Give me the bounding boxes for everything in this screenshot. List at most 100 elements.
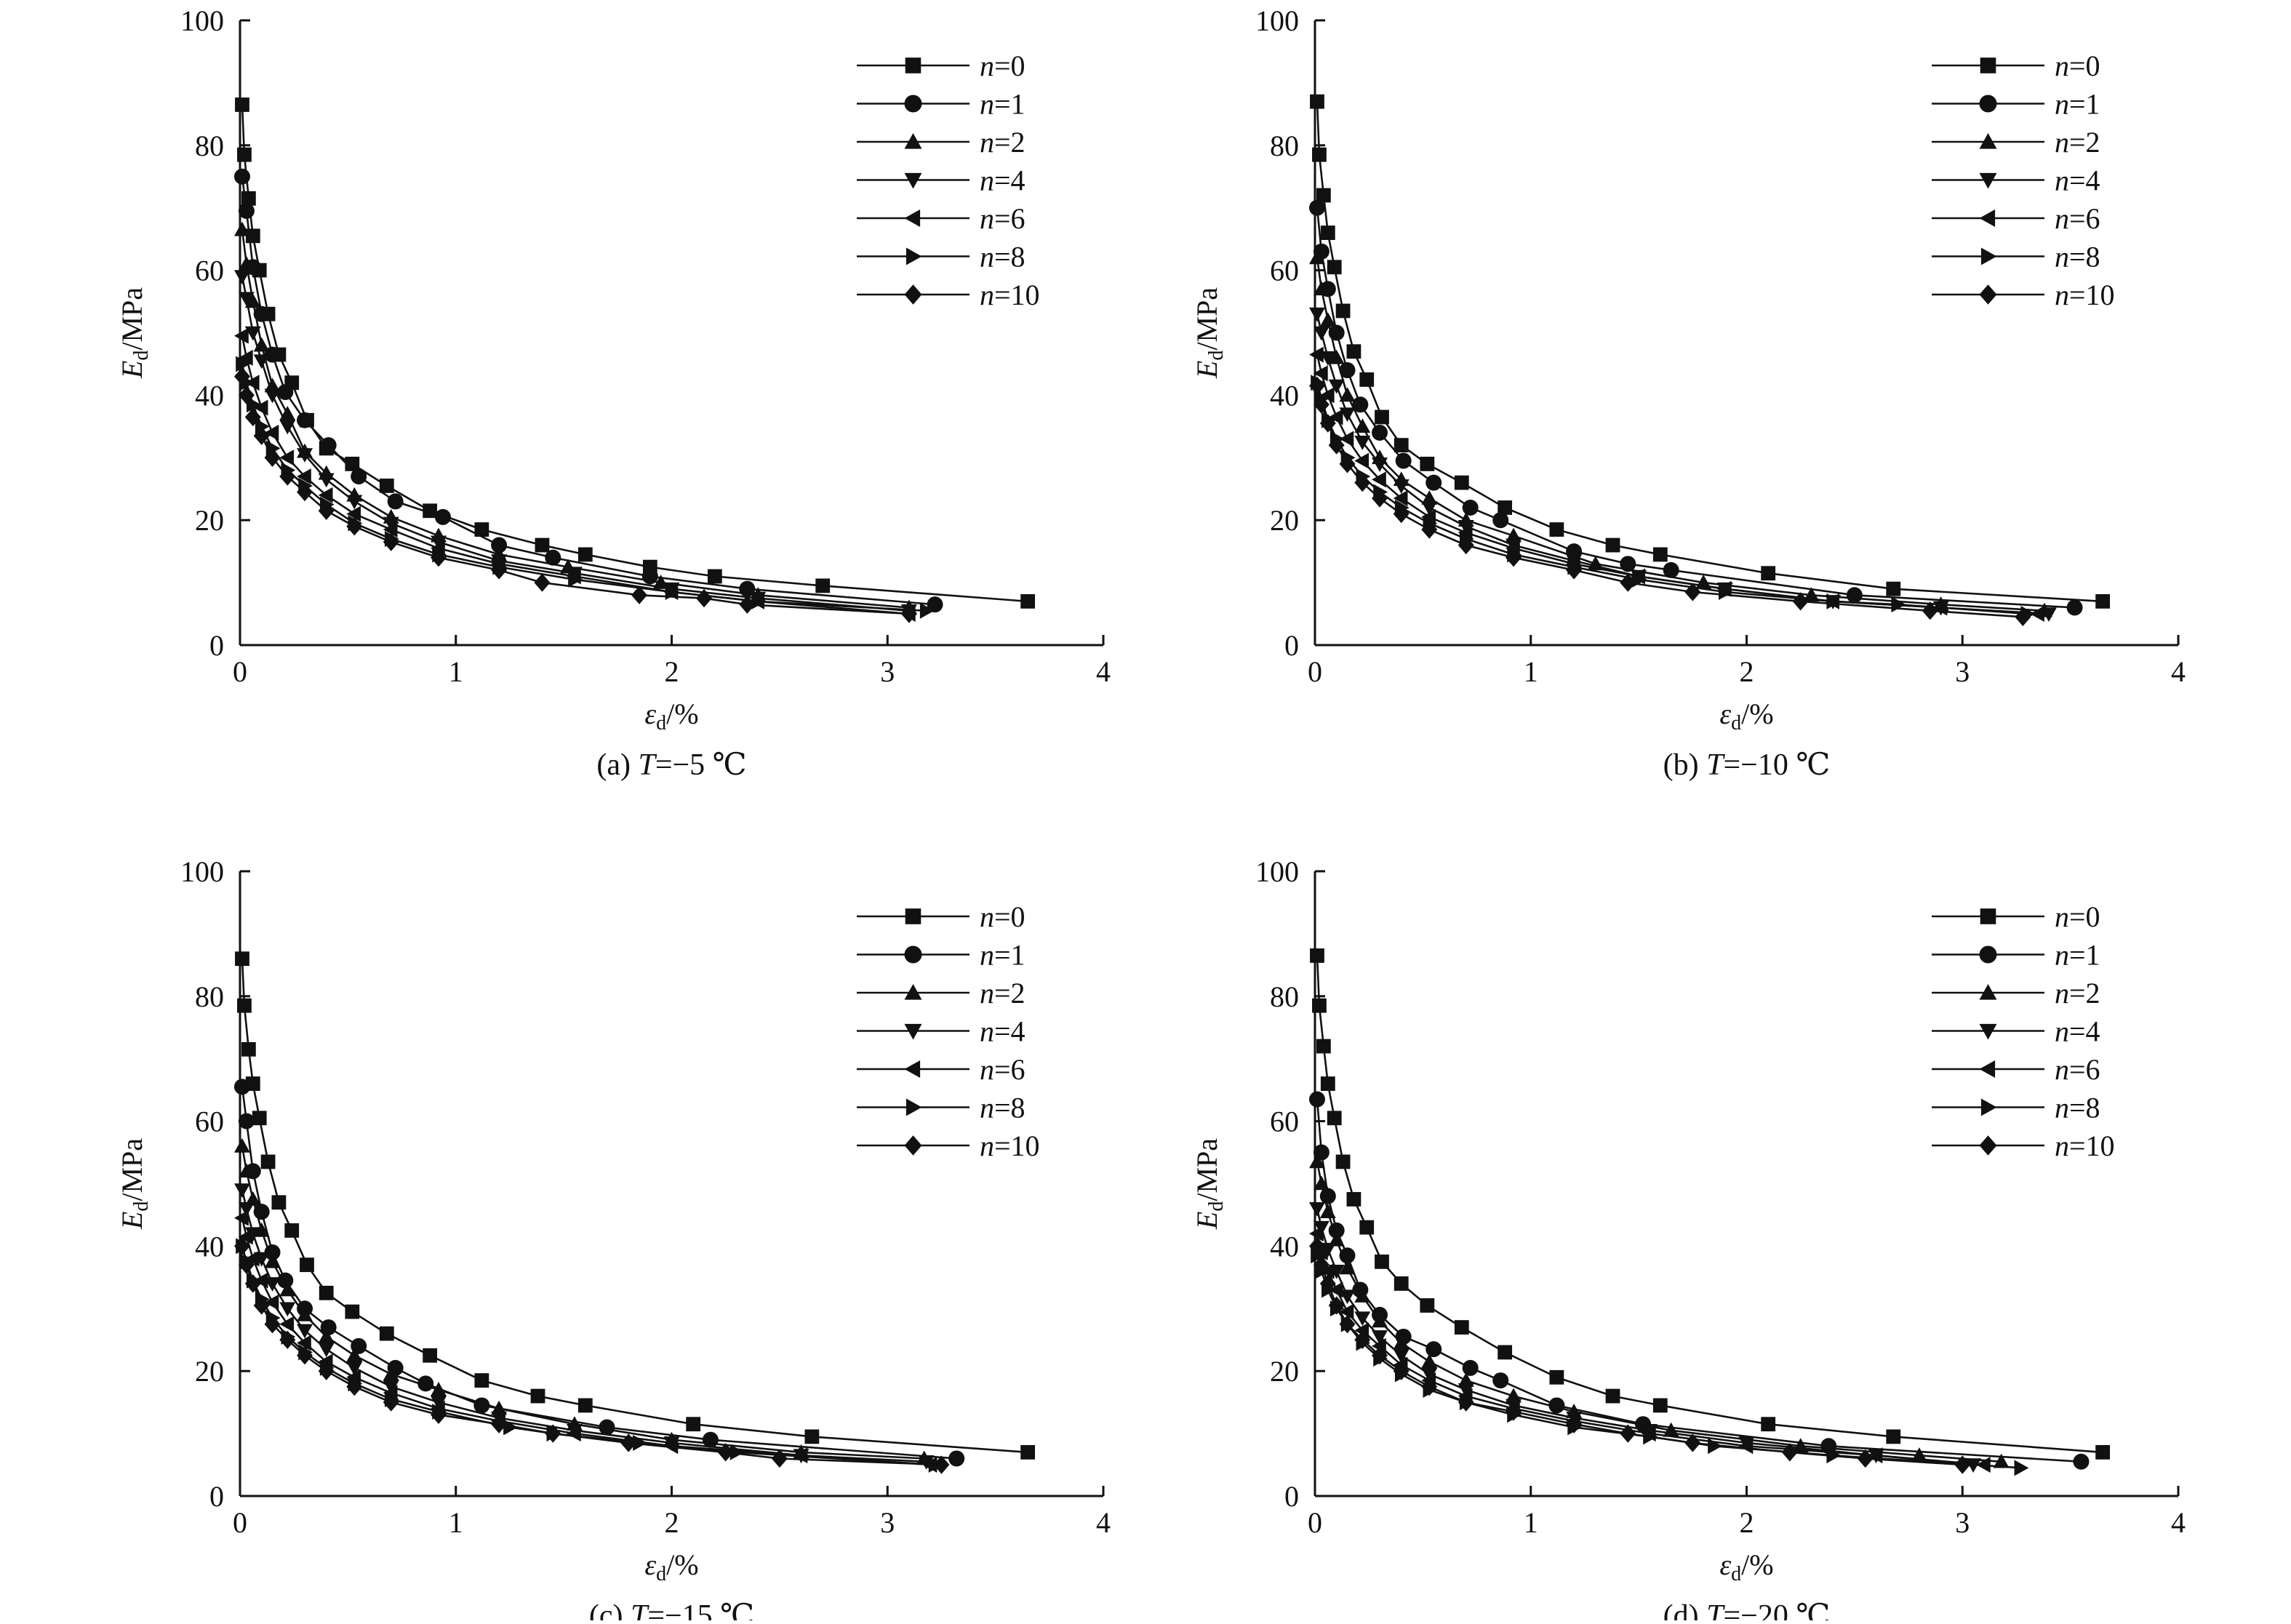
y-tick-label: 0 [1284, 1480, 1299, 1513]
data-point [1498, 500, 1513, 515]
data-point [1354, 1311, 1371, 1327]
data-point [279, 1330, 296, 1349]
data-point [238, 1202, 255, 1217]
data-point [244, 326, 261, 341]
data-point [1826, 593, 1842, 609]
data-point [1372, 457, 1388, 472]
data-point [1308, 1202, 1325, 1217]
data-point [545, 1424, 561, 1443]
data-point [1548, 1397, 1565, 1414]
data-point [1420, 1298, 1435, 1313]
series-n-0 [1310, 948, 2111, 1460]
data-point [1395, 452, 1412, 469]
data-point [318, 1361, 335, 1380]
legend-item: n=8 [857, 1092, 1025, 1124]
legend-marker [1979, 133, 1997, 149]
data-point [1458, 1372, 1474, 1387]
data-point [1454, 475, 1469, 490]
data-point [1458, 519, 1474, 535]
data-point [1354, 452, 1370, 469]
data-point [1375, 409, 1389, 425]
data-point [1327, 1111, 1342, 1126]
data-point [1310, 94, 1324, 109]
data-point [491, 537, 508, 553]
data-point [804, 1429, 820, 1444]
x-tick-label: 0 [1308, 1506, 1322, 1539]
data-point [1566, 1415, 1583, 1433]
data-point [1308, 249, 1325, 265]
data-point [1308, 1236, 1325, 1256]
data-point [1393, 1348, 1410, 1364]
data-point [1492, 1372, 1509, 1389]
data-point [277, 384, 294, 401]
legend-item: n=2 [1932, 977, 2100, 1009]
series-line [1316, 382, 2028, 615]
legend-label: n=1 [980, 939, 1025, 972]
x-tick-label: 2 [665, 1506, 679, 1539]
data-point [233, 1236, 250, 1256]
series-n-1 [233, 1079, 965, 1467]
legend-item: n=10 [1932, 1129, 2115, 1162]
legend-marker [904, 172, 922, 189]
data-point [297, 468, 311, 485]
data-point [1393, 490, 1408, 507]
y-axis-label: Ed/MPa [116, 1138, 153, 1230]
series-n-8 [1311, 375, 2036, 623]
legend-label: n=4 [980, 1015, 1025, 1048]
legend-label: n=10 [2055, 1129, 2115, 1162]
data-point [1335, 1154, 1351, 1169]
data-point [1372, 1346, 1388, 1365]
data-point [434, 508, 451, 525]
x-tick-label: 0 [233, 1506, 247, 1539]
legend-label: n=6 [2055, 202, 2100, 235]
data-point [233, 1079, 250, 1095]
legend-marker [905, 908, 921, 924]
legend-marker [904, 284, 922, 305]
data-point [599, 1419, 615, 1436]
series-n-6 [233, 1209, 937, 1473]
data-point [1393, 504, 1410, 524]
data-point [383, 516, 399, 532]
series-line [241, 229, 910, 609]
data-point [1498, 1345, 1513, 1360]
data-point [346, 1347, 363, 1362]
data-point [233, 1209, 249, 1226]
data-point [319, 1285, 334, 1300]
data-point [1354, 436, 1371, 450]
data-point [345, 456, 360, 471]
data-point [1375, 1254, 1389, 1269]
data-point [238, 292, 255, 307]
data-point [264, 1315, 281, 1334]
data-point [815, 578, 831, 593]
legend-item: n=0 [1932, 900, 2100, 933]
data-point [318, 1343, 335, 1358]
legend-marker [1979, 172, 1997, 189]
data-point [1372, 471, 1386, 488]
data-point [1339, 1289, 1356, 1305]
legend-marker [904, 984, 922, 1000]
data-point [474, 522, 489, 537]
data-point [346, 517, 363, 536]
data-point [1339, 1315, 1356, 1334]
data-point [1462, 500, 1479, 516]
data-point [1506, 1402, 1522, 1421]
data-point [383, 1393, 399, 1412]
data-point [1313, 326, 1330, 341]
data-point [545, 549, 561, 566]
legend-marker [1980, 57, 1996, 73]
data-point [1339, 387, 1356, 402]
data-point [1313, 1255, 1330, 1274]
data-point [1313, 395, 1330, 414]
y-tick-label: 80 [1270, 129, 1299, 162]
data-point [1319, 387, 1335, 404]
data-point [1738, 1438, 1754, 1455]
legend-label: n=6 [2055, 1053, 2100, 1086]
data-point [431, 548, 447, 567]
legend-item: n=4 [1932, 164, 2100, 197]
y-tick-label: 80 [195, 980, 224, 1013]
data-point [1319, 312, 1336, 327]
legend-item: n=1 [1932, 939, 2100, 972]
data-point [900, 604, 917, 623]
